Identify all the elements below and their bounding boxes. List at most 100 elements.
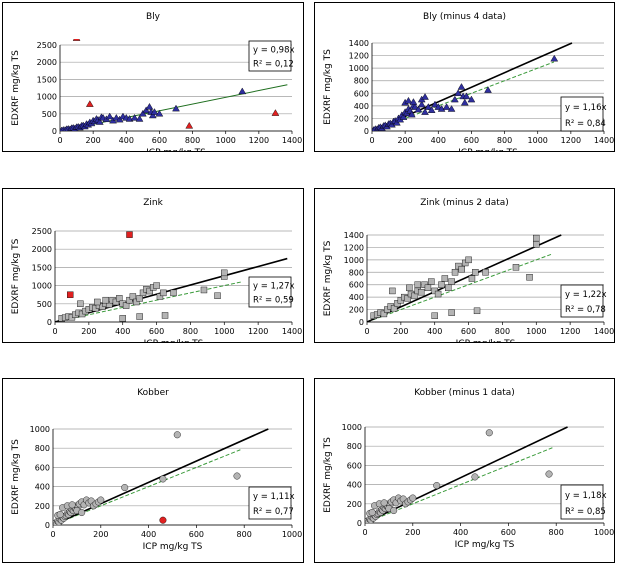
x-tick-label: 200	[398, 136, 413, 145]
y-tick-label: 1000	[30, 425, 50, 434]
data-point	[77, 300, 84, 308]
chart-bly: Bly 0 500 1000 1500 2000 2500 0 200 400 600 800 1000…	[11, 12, 302, 151]
x-tick-label: 1400	[594, 327, 614, 336]
x-tick-label: 1200	[560, 327, 580, 336]
y-tick-label: 200	[354, 114, 369, 123]
data-point	[173, 431, 181, 439]
x-tick-label: 200	[393, 327, 408, 336]
x-tick-label: 800	[549, 528, 564, 537]
x-tick-label: 800	[495, 327, 510, 336]
y-tick-label: 1000	[37, 93, 57, 102]
equation-label: y = 1,22x	[565, 290, 607, 300]
y-axis-label: EDXRF mg/kg TS	[323, 437, 333, 513]
data-point	[411, 292, 418, 300]
y-tick-label: 800	[354, 77, 369, 86]
data-point	[399, 113, 408, 120]
data-point	[411, 103, 419, 110]
x-tick-label: 0	[369, 136, 374, 145]
x-tick-label: 400	[453, 528, 468, 537]
chart-zink: Zink 0 500 1000 1500 2000 2500 0 200 400 600 800 100…	[11, 198, 302, 342]
data-point	[465, 256, 472, 264]
y-tick-label: 0	[52, 127, 57, 136]
one-to-one-line	[367, 253, 553, 322]
y-tick-label: 0	[364, 127, 369, 136]
data-point	[155, 109, 164, 117]
data-point	[390, 305, 398, 312]
equation-box	[248, 40, 292, 72]
x-tick-label: 600	[149, 327, 164, 336]
chart-kobber-minus-1: Kobber (minus 1 data) 0 200 400 600 800 1000 0 2…	[323, 388, 614, 550]
data-point	[417, 288, 425, 296]
data-point	[130, 114, 139, 121]
data-point	[121, 484, 129, 492]
chart-title: Kobber (minus 1 data)	[414, 388, 515, 398]
chart-title: Bly	[146, 12, 161, 22]
data-point	[409, 98, 418, 105]
y-tick-label: 600	[349, 281, 364, 290]
data-point	[409, 494, 417, 502]
data-point	[153, 282, 160, 289]
data-point	[433, 482, 441, 490]
x-tick-label: 1000	[282, 530, 302, 539]
plot-area	[53, 428, 269, 525]
y-tick-label: 1200	[349, 52, 369, 61]
data-point	[442, 103, 451, 110]
x-axis-label: ICP mg/kg TS	[458, 148, 518, 151]
data-point	[116, 295, 123, 302]
data-point	[545, 470, 553, 478]
y-tick-label: 2000	[32, 245, 52, 254]
data-point	[468, 275, 476, 282]
x-tick-label: 1000	[594, 528, 614, 537]
y-tick-label: 200	[35, 502, 50, 511]
equation-label: y = 1,11x	[253, 492, 295, 502]
x-axis-label: ICP mg/kg TS	[143, 542, 203, 552]
data-point	[454, 89, 463, 96]
data-point	[417, 100, 426, 108]
y-tick-label: 800	[35, 444, 50, 453]
data-point	[148, 111, 157, 119]
data-point	[172, 104, 180, 112]
y-tick-label: 800	[349, 268, 364, 277]
data-point	[238, 87, 247, 95]
y-tick-label: 0	[359, 318, 364, 327]
x-tick-label: 800	[237, 530, 252, 539]
x-tick-label: 0	[362, 528, 367, 537]
data-point	[170, 289, 177, 297]
data-point	[428, 278, 435, 285]
data-point	[471, 473, 479, 481]
y-tick-label: 200	[347, 500, 362, 509]
x-tick-label: 400	[115, 327, 130, 336]
plot-area	[365, 426, 568, 523]
data-point	[434, 290, 442, 298]
data-point	[404, 96, 413, 104]
y-axis-label: EDXRF mg/kg TS	[11, 439, 21, 515]
data-point	[457, 83, 466, 90]
chart-title: Bly (minus 4 data)	[423, 12, 506, 22]
outlier-point	[126, 231, 133, 238]
outlier-point	[67, 291, 74, 298]
x-tick-label: 400	[119, 136, 134, 145]
data-point	[421, 93, 429, 100]
data-point	[221, 269, 228, 277]
data-point	[462, 92, 471, 100]
equation-box	[560, 96, 604, 132]
data-point	[473, 307, 481, 315]
x-tick-label: 200	[81, 327, 96, 336]
data-point	[139, 289, 147, 297]
r-squared-label: R² = 0,77	[253, 507, 294, 517]
x-tick-label: 600	[501, 528, 516, 537]
x-tick-label: 1200	[561, 136, 581, 145]
equation-box	[560, 484, 604, 520]
x-tick-label: 0	[57, 136, 62, 145]
data-point	[145, 103, 154, 110]
equation-box	[248, 486, 292, 520]
equation-label: y = 0,98x	[253, 45, 295, 55]
x-tick-label: 0	[364, 327, 369, 336]
data-point	[389, 287, 396, 295]
y-tick-label: 400	[35, 483, 50, 492]
chart-title: Kobber	[137, 388, 169, 398]
y-tick-label: 1500	[37, 75, 57, 84]
y-axis-label: EDXRF mg/kg TS	[323, 240, 333, 316]
data-point	[526, 274, 533, 281]
y-tick-label: 500	[42, 110, 57, 119]
